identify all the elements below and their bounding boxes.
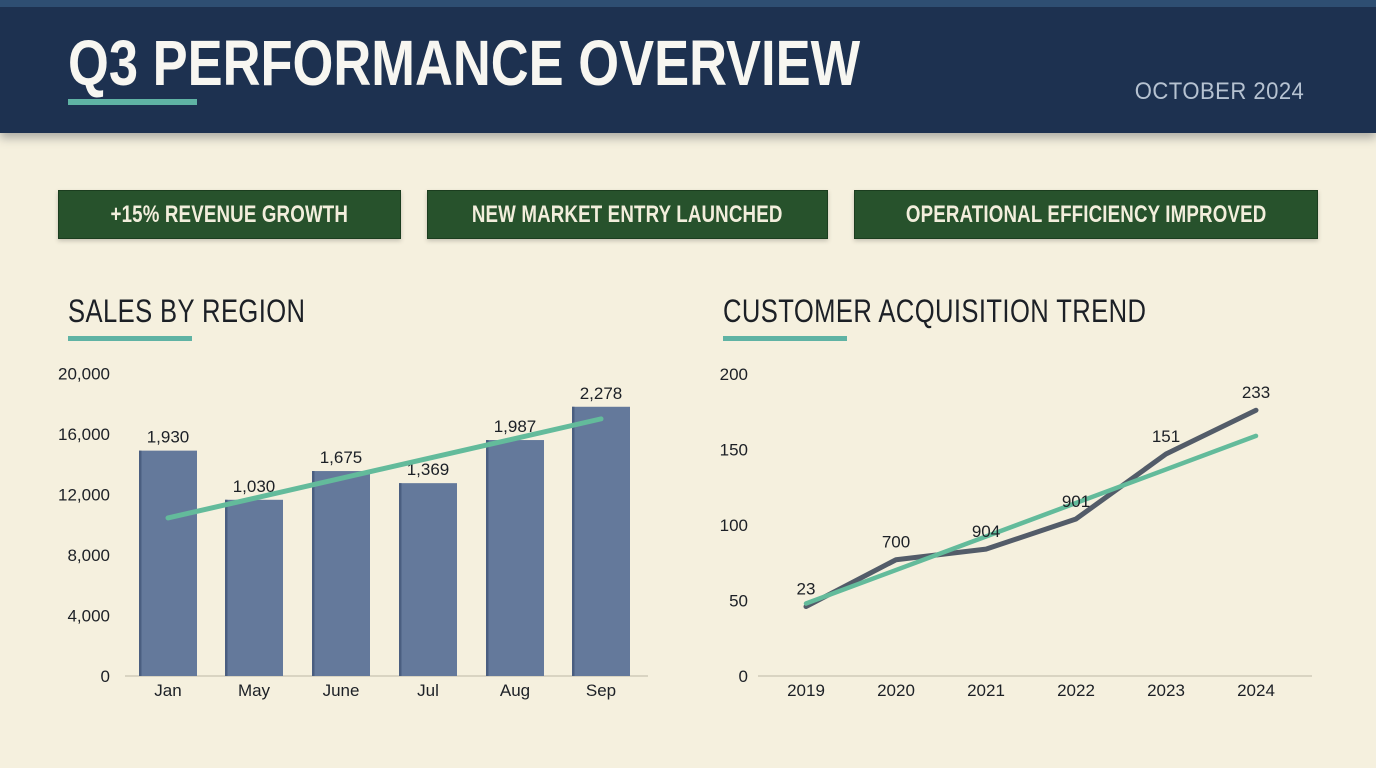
banner-market-entry: NEW MARKET ENTRY LAUNCHED xyxy=(427,190,828,239)
x-tick-label: 2023 xyxy=(1147,681,1185,700)
point-value-label: 151 xyxy=(1152,427,1180,446)
data-line xyxy=(803,407,1259,610)
banner-revenue-growth-label: +15% REVENUE GROWTH xyxy=(110,200,349,228)
header: Q3 PERFORMANCE OVERVIEW OCTOBER 2024 xyxy=(0,0,1376,133)
bar-edge xyxy=(399,483,402,676)
y-tick-label: 8,000 xyxy=(67,546,110,565)
sales-by-region-chart: 20,000 16,000 12,000 8,000 4,000 0 Jan May June J… xyxy=(58,365,648,700)
customer-acquisition-chart: 200 150 100 50 0 2019 2020 2021 2022 2023 2024 23 70… xyxy=(720,365,1312,700)
y-tick-label: 50 xyxy=(729,592,748,611)
acquisition-title-underline xyxy=(723,336,847,341)
bar xyxy=(225,499,283,676)
trend-line xyxy=(165,416,604,521)
bar-value-label: 1,930 xyxy=(147,428,190,447)
page-title: Q3 PERFORMANCE OVERVIEW xyxy=(68,27,861,99)
point-value-label: 233 xyxy=(1242,383,1270,402)
banner-market-entry-label: NEW MARKET ENTRY LAUNCHED xyxy=(472,200,783,228)
y-tick-label: 20,000 xyxy=(58,365,110,384)
bar xyxy=(572,406,630,676)
x-tick-label: May xyxy=(238,681,271,700)
point-value-label: 904 xyxy=(972,522,1000,541)
x-tick-label: Jul xyxy=(417,681,439,700)
x-tick-label: 2021 xyxy=(967,681,1005,700)
x-tick-label: 2022 xyxy=(1057,681,1095,700)
bar-edge xyxy=(312,471,315,676)
point-value-label: 23 xyxy=(797,580,816,599)
banner-revenue-growth: +15% REVENUE GROWTH xyxy=(58,190,402,239)
y-tick-label: 150 xyxy=(720,441,748,460)
bar xyxy=(312,471,370,676)
bar-value-label: 1,675 xyxy=(320,448,363,467)
bar-edge xyxy=(139,450,142,676)
bar-edge xyxy=(225,499,228,676)
chart-title-sales-by-region: SALES BY REGION xyxy=(68,293,306,329)
header-top-strip xyxy=(0,0,1376,7)
x-tick-label: 2020 xyxy=(877,681,915,700)
bar-value-label: 2,278 xyxy=(580,384,623,403)
x-tick-label: Sep xyxy=(586,681,616,700)
bar xyxy=(399,483,457,676)
bar-value-label: 1,030 xyxy=(233,477,276,496)
y-tick-label: 100 xyxy=(720,516,748,535)
title-underline xyxy=(68,99,197,105)
trend-line xyxy=(803,433,1259,606)
bar-value-label: 1,369 xyxy=(407,460,450,479)
point-value-label: 901 xyxy=(1062,492,1090,511)
y-tick-label: 16,000 xyxy=(58,425,110,444)
y-tick-label: 200 xyxy=(720,365,748,384)
chart-title-customer-acquisition: CUSTOMER ACQUISITION TREND xyxy=(723,293,1147,329)
bar xyxy=(486,440,544,676)
bar xyxy=(139,450,197,676)
y-tick-label: 0 xyxy=(101,667,110,686)
point-value-label: 700 xyxy=(882,533,910,552)
x-tick-label: 2019 xyxy=(787,681,825,700)
x-tick-label: June xyxy=(323,681,360,700)
x-tick-label: Aug xyxy=(500,681,530,700)
banner-efficiency: OPERATIONAL EFFICIENCY IMPROVED xyxy=(853,190,1318,239)
x-tick-label: Jan xyxy=(154,681,181,700)
y-tick-label: 4,000 xyxy=(67,607,110,626)
banner-efficiency-label: OPERATIONAL EFFICIENCY IMPROVED xyxy=(905,200,1267,228)
y-tick-label: 12,000 xyxy=(58,486,110,505)
y-tick-label: 0 xyxy=(739,667,748,686)
x-tick-label: 2024 xyxy=(1237,681,1275,700)
bar-edge xyxy=(572,406,575,676)
bar-edge xyxy=(486,440,489,676)
header-date: OCTOBER 2024 xyxy=(1134,78,1304,105)
highlight-banners: +15% REVENUE GROWTH NEW MARKET ENTRY LAU… xyxy=(58,190,1318,239)
bar-value-label: 1,987 xyxy=(494,417,537,436)
sales-title-underline xyxy=(68,336,192,341)
